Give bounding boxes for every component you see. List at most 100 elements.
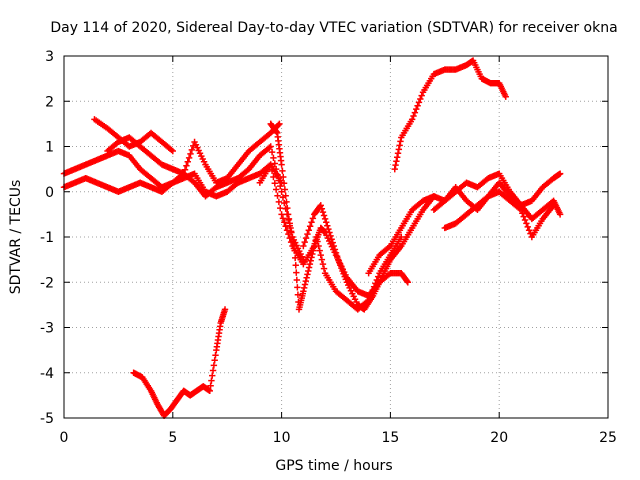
data-point bbox=[169, 147, 176, 155]
data-point bbox=[266, 144, 273, 151]
data-point bbox=[556, 170, 564, 177]
grid bbox=[64, 56, 608, 418]
data-point bbox=[300, 284, 308, 292]
data-point bbox=[391, 165, 398, 173]
data-point bbox=[292, 262, 299, 269]
data-point bbox=[317, 202, 324, 209]
y-tick-label: -1 bbox=[40, 230, 54, 246]
data-point bbox=[272, 186, 280, 193]
chart-title: Day 114 of 2020, Sidereal Day-to-day VTE… bbox=[50, 20, 617, 36]
data-point bbox=[418, 92, 425, 99]
data-point bbox=[286, 220, 293, 227]
data-point bbox=[321, 215, 329, 223]
data-point bbox=[310, 243, 318, 251]
data-point bbox=[168, 146, 175, 154]
data-point bbox=[184, 158, 191, 165]
data-point bbox=[270, 154, 277, 162]
data-point bbox=[290, 242, 298, 250]
data-point bbox=[278, 211, 285, 218]
data-point bbox=[408, 116, 416, 123]
data-point bbox=[385, 243, 393, 251]
data-point bbox=[411, 109, 419, 116]
data-point bbox=[392, 161, 399, 169]
data-point bbox=[308, 254, 315, 261]
data-point bbox=[268, 148, 276, 156]
y-tick-label: -3 bbox=[40, 321, 54, 337]
x-tick-label: 10 bbox=[273, 430, 291, 446]
data-point bbox=[209, 367, 217, 374]
data-point bbox=[309, 250, 316, 258]
data-point bbox=[524, 223, 531, 231]
data-point bbox=[301, 238, 308, 246]
data-point bbox=[556, 211, 564, 218]
data-point bbox=[396, 142, 403, 149]
y-tick-label: 3 bbox=[45, 49, 54, 65]
x-axis-ticks: 0 5 10 15 20 25 bbox=[60, 56, 617, 446]
data-point bbox=[305, 267, 312, 275]
data-point bbox=[415, 99, 423, 106]
series-arc-7 bbox=[300, 193, 438, 313]
data-point bbox=[300, 288, 307, 295]
data-point bbox=[302, 277, 310, 285]
data-point bbox=[314, 238, 321, 245]
data-point bbox=[325, 225, 332, 233]
data-point bbox=[283, 198, 290, 206]
x-axis-label: GPS time / hours bbox=[275, 458, 392, 474]
data-point bbox=[404, 279, 412, 286]
y-axis-label: SDTVAR / TECUs bbox=[8, 180, 24, 295]
data-point bbox=[268, 167, 276, 175]
data-point bbox=[519, 210, 526, 217]
data-point bbox=[319, 260, 327, 268]
data-point bbox=[209, 372, 216, 379]
data-point bbox=[281, 186, 289, 193]
data-point bbox=[287, 224, 294, 232]
data-point bbox=[313, 233, 320, 241]
data-point bbox=[279, 167, 286, 175]
series-arc-8 bbox=[391, 57, 509, 173]
data-point bbox=[333, 253, 341, 260]
data-point bbox=[327, 232, 334, 240]
y-tick-label: 2 bbox=[45, 94, 54, 110]
data-point bbox=[502, 93, 509, 100]
data-point bbox=[288, 229, 295, 236]
x-tick-label: 0 bbox=[60, 430, 69, 446]
data-point bbox=[308, 219, 315, 226]
data-point bbox=[211, 357, 218, 364]
data-point bbox=[291, 247, 298, 254]
y-tick-label: -4 bbox=[40, 366, 54, 382]
data-point bbox=[293, 276, 301, 284]
data-point bbox=[285, 215, 293, 223]
data-point bbox=[393, 158, 400, 165]
data-point bbox=[212, 352, 219, 359]
x-tick-label: 20 bbox=[490, 430, 508, 446]
data-point bbox=[517, 206, 525, 214]
data-point bbox=[271, 180, 278, 187]
series-arc-12 bbox=[130, 306, 229, 419]
data-point bbox=[267, 161, 274, 168]
series-arc-3 bbox=[91, 116, 176, 155]
data-point bbox=[267, 143, 274, 150]
data-point bbox=[270, 173, 277, 181]
y-tick-label: -5 bbox=[40, 411, 54, 427]
data-point bbox=[516, 205, 523, 212]
data-marks bbox=[60, 57, 564, 419]
data-point bbox=[372, 280, 379, 287]
data-point bbox=[289, 233, 296, 241]
data-point bbox=[332, 249, 340, 257]
data-point bbox=[305, 227, 312, 234]
data-point bbox=[206, 387, 213, 395]
data-point bbox=[275, 177, 283, 184]
data-point bbox=[331, 246, 339, 253]
data-point bbox=[320, 212, 328, 219]
data-point bbox=[187, 150, 194, 158]
data-point bbox=[394, 150, 402, 157]
data-point bbox=[272, 165, 280, 173]
data-point bbox=[395, 146, 403, 153]
data-point bbox=[520, 213, 527, 220]
data-point bbox=[525, 227, 533, 234]
data-point bbox=[289, 238, 297, 245]
data-point bbox=[326, 229, 333, 236]
data-point bbox=[374, 273, 382, 280]
data-point bbox=[403, 277, 411, 285]
